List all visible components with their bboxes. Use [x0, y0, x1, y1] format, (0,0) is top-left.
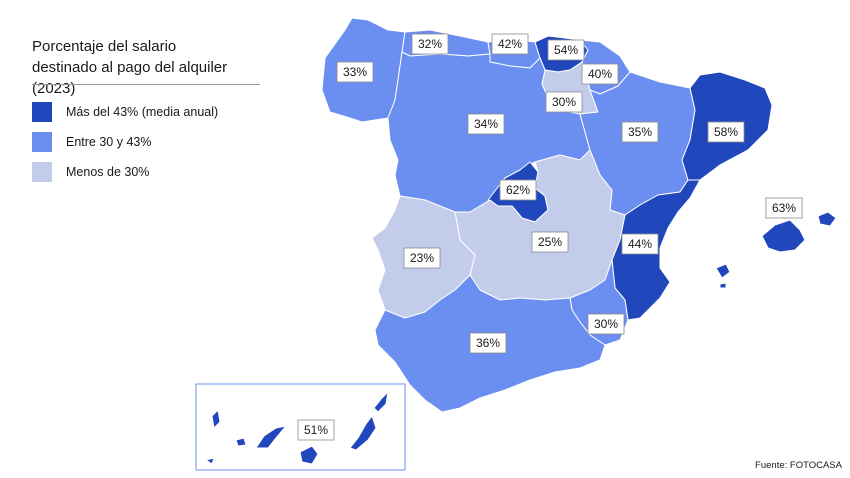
label-extremadura: 23%: [403, 247, 441, 269]
legend-item-high: Más del 43% (media anual): [32, 102, 218, 122]
label-cantabria-text: 42%: [498, 37, 522, 51]
legend-label-mid: Entre 30 y 43%: [66, 135, 152, 149]
label-cataluna-text: 58%: [714, 125, 738, 139]
region-canarias-lanzarote: [373, 391, 389, 413]
label-baleares: 63%: [765, 197, 803, 219]
label-valencia-text: 44%: [628, 237, 652, 251]
legend-item-mid: Entre 30 y 43%: [32, 132, 218, 152]
label-castilla-leon-text: 34%: [474, 117, 498, 131]
label-madrid: 62%: [499, 179, 537, 201]
label-aragon: 35%: [621, 121, 659, 143]
label-navarra: 40%: [581, 63, 619, 85]
legend-swatch-high: [32, 102, 52, 122]
label-canarias: 51%: [297, 419, 335, 441]
region-canarias-la-palma: [211, 409, 221, 429]
region-baleares-formentera: [719, 282, 727, 289]
source-note: Fuente: FOTOCASA: [755, 460, 842, 471]
title-line-1: Porcentaje del salario: [32, 38, 177, 55]
canarias-inset-frame: [195, 383, 406, 471]
label-andalucia: 36%: [469, 332, 507, 354]
label-asturias-text: 32%: [418, 37, 442, 51]
label-navarra-text: 40%: [588, 67, 612, 81]
region-baleares: [761, 219, 806, 253]
label-la-rioja: 30%: [545, 91, 583, 113]
label-extremadura-text: 23%: [410, 251, 434, 265]
label-la-rioja-text: 30%: [552, 95, 576, 109]
label-madrid-text: 62%: [506, 183, 530, 197]
label-baleares-text: 63%: [772, 201, 796, 215]
legend-label-low: Menos de 30%: [66, 165, 150, 179]
region-canarias-tenerife: [255, 425, 287, 449]
region-baleares-ibiza: [715, 263, 731, 279]
label-valencia: 44%: [621, 233, 659, 255]
legend-item-low: Menos de 30%: [32, 162, 218, 182]
label-castilla-la-mancha-text: 25%: [538, 235, 562, 249]
title-divider: [32, 84, 260, 85]
label-galicia: 33%: [336, 61, 374, 83]
label-cataluna: 58%: [707, 121, 745, 143]
label-andalucia-text: 36%: [476, 336, 500, 350]
label-canarias-text: 51%: [304, 423, 328, 437]
legend-swatch-mid: [32, 132, 52, 152]
region-canarias-gomera: [235, 437, 247, 447]
legend-label-high: Más del 43% (media anual): [66, 105, 219, 119]
label-cantabria: 42%: [491, 33, 529, 55]
label-aragon-text: 35%: [628, 125, 652, 139]
legend: Más del 43% (media anual) Entre 30 y 43%…: [32, 102, 218, 192]
label-pais-vasco-text: 54%: [554, 43, 578, 57]
region-baleares-menorca: [817, 211, 837, 227]
region-canarias-gran-canaria: [299, 445, 319, 465]
label-asturias: 32%: [411, 33, 449, 55]
label-galicia-text: 33%: [343, 65, 367, 79]
region-canarias-hierro: [205, 457, 215, 465]
map-title: Porcentaje del salario destinado al pago…: [32, 36, 272, 99]
label-castilla-leon: 34%: [467, 113, 505, 135]
label-murcia-text: 30%: [594, 317, 618, 331]
region-canarias-fuerteventura: [349, 415, 377, 451]
label-castilla-la-mancha: 25%: [531, 231, 569, 253]
label-murcia: 30%: [587, 313, 625, 335]
label-pais-vasco: 54%: [547, 39, 585, 61]
legend-swatch-low: [32, 162, 52, 182]
